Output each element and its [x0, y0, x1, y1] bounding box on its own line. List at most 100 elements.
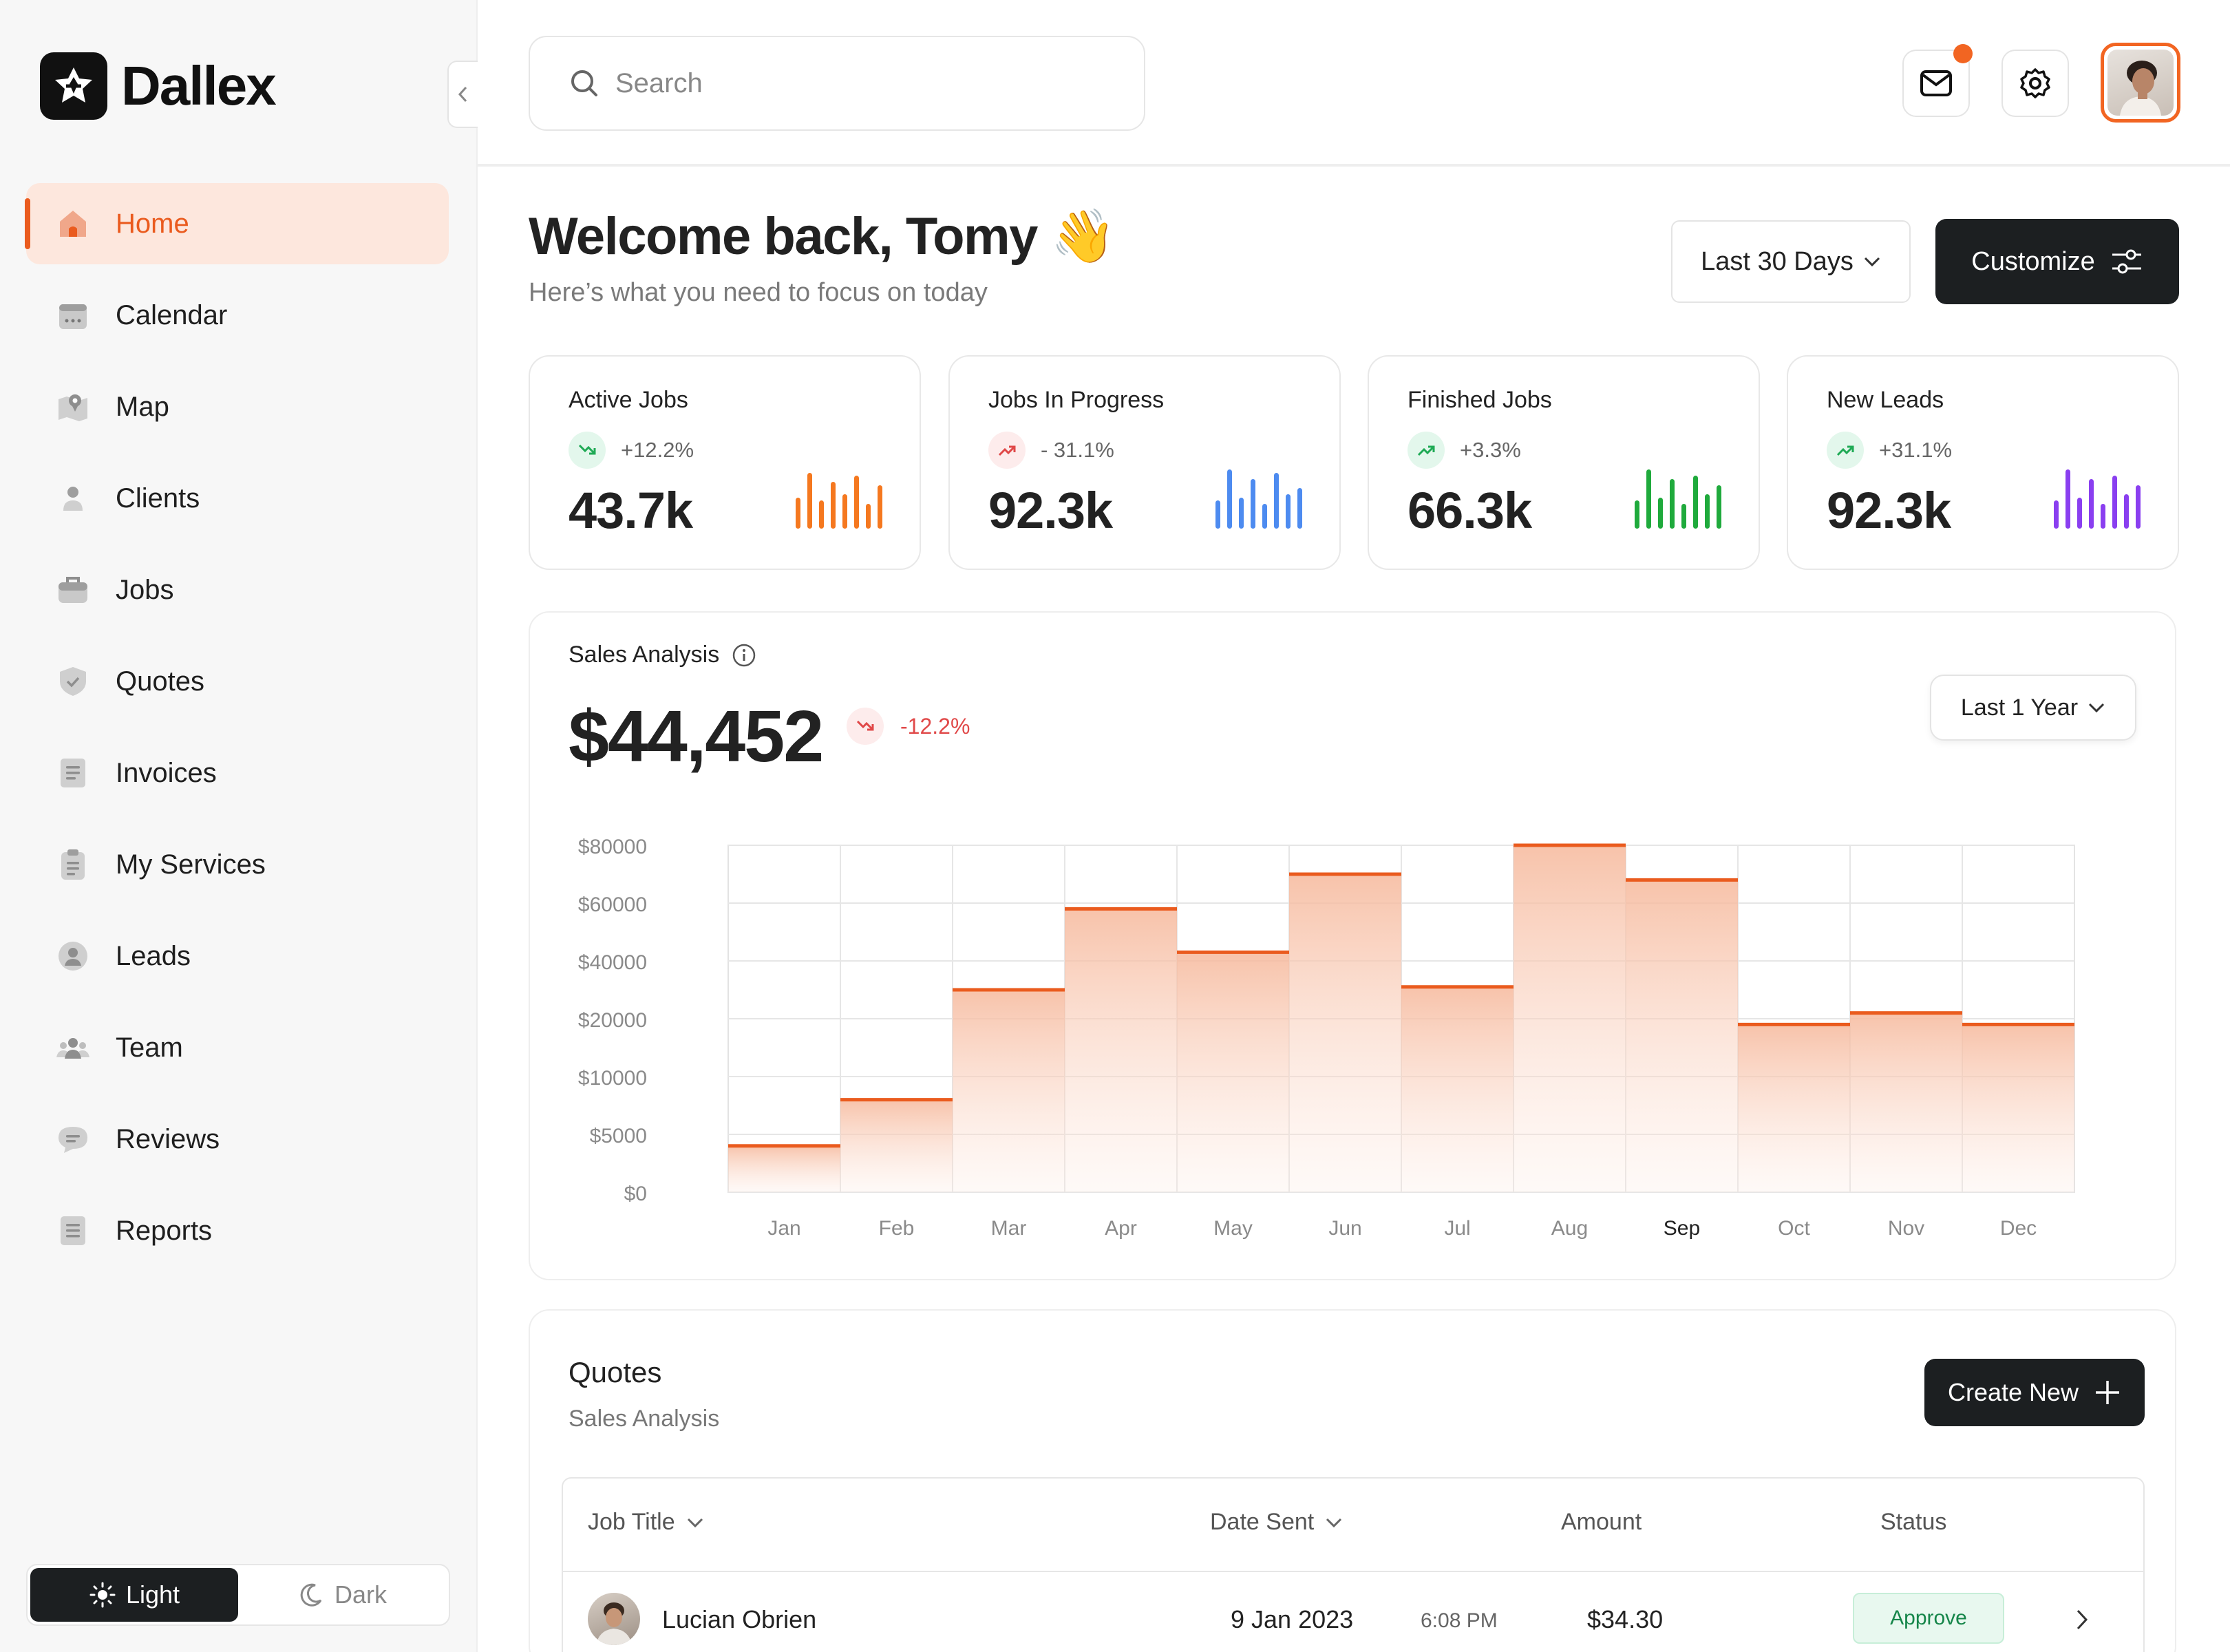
stat-mini-chart [1635, 467, 1721, 529]
mini-bar [1635, 500, 1639, 529]
mini-bar [878, 485, 882, 529]
stat-value: 92.3k [988, 482, 1113, 539]
quotes-card: Quotes Sales Analysis Create New Job Tit… [529, 1309, 2176, 1652]
sidebar-item-label: Reports [116, 1215, 213, 1246]
search-icon [571, 70, 597, 96]
area-step-jul [1401, 986, 1514, 1192]
column-amount: Amount [1561, 1509, 1642, 1536]
sales-range-select[interactable]: Last 1 Year [1930, 675, 2136, 741]
trend-up-icon [1827, 432, 1864, 469]
sidebar-item-clients[interactable]: Clients [26, 458, 449, 539]
plus-icon [2096, 1381, 2120, 1404]
sidebar-item-home[interactable]: Home [25, 183, 449, 264]
area-step-oct [1738, 1024, 1850, 1192]
y-tick-label: $80000 [578, 836, 647, 858]
stat-change-value: +12.2% [621, 438, 694, 462]
sidebar-item-label: Quotes [116, 666, 204, 697]
stat-card-active-jobs[interactable]: Active Jobs +12.2% 43.7k [529, 355, 921, 570]
report-icon [55, 1213, 91, 1249]
x-tick-label: Feb [879, 1217, 915, 1240]
sidebar-item-leads[interactable]: Leads [26, 915, 449, 997]
table-row[interactable]: Lucian Obrien 9 Jan 2023 6:08 PM $34.30 … [563, 1572, 2143, 1652]
sliders-icon [2112, 249, 2141, 274]
row-name: Lucian Obrien [662, 1605, 817, 1633]
chevron-down-icon [2089, 703, 2105, 713]
stat-change-value: - 31.1% [1041, 438, 1114, 462]
row-date: 9 Jan 2023 [1231, 1605, 1354, 1633]
mini-bar [1239, 498, 1244, 529]
info-icon[interactable] [732, 643, 756, 668]
stat-card-new-leads[interactable]: New Leads +31.1% 92.3k [1787, 355, 2179, 570]
date-range-select[interactable]: Last 30 Days [1671, 220, 1911, 303]
sidebar-item-reviews[interactable]: Reviews [26, 1099, 449, 1180]
topbar: Search [478, 0, 2230, 167]
sidebar-item-calendar[interactable]: Calendar [26, 275, 449, 356]
quotes-table: Job Title Date Sent Amount Status Lucian… [562, 1477, 2145, 1652]
theme-dark-button[interactable]: Dark [238, 1568, 446, 1622]
sidebar-item-reports[interactable]: Reports [26, 1190, 449, 1271]
area-step-dec [1962, 1024, 2074, 1192]
user-avatar-button[interactable] [2101, 43, 2180, 123]
create-new-button[interactable]: Create New [1924, 1359, 2145, 1426]
sidebar-item-jobs[interactable]: Jobs [26, 549, 449, 631]
sidebar-item-my-services[interactable]: My Services [26, 824, 449, 905]
row-amount: $34.30 [1587, 1605, 1664, 1633]
settings-button[interactable] [2001, 50, 2069, 117]
x-tick-label: May [1213, 1217, 1253, 1240]
x-tick-label: Sep [1664, 1217, 1700, 1240]
stat-card-jobs-in-progress[interactable]: Jobs In Progress - 31.1% 92.3k [948, 355, 1341, 570]
mini-bar [854, 476, 859, 529]
theme-light-button[interactable]: Light [30, 1568, 238, 1622]
stat-change-value: +3.3% [1460, 438, 1521, 462]
mail-button[interactable] [1902, 44, 1973, 117]
stat-mini-chart [1215, 467, 1302, 529]
mini-bar [2077, 498, 2082, 529]
collapse-sidebar-button[interactable] [447, 61, 478, 128]
column-date-sent[interactable]: Date Sent [1210, 1509, 1343, 1536]
app-name: Dallex [121, 55, 277, 116]
mini-bar [1646, 469, 1651, 529]
stat-change: - 31.1% [988, 432, 1301, 469]
mini-bar [2136, 485, 2141, 529]
column-label: Status [1880, 1509, 1947, 1535]
mini-bar [1286, 494, 1291, 529]
mini-bar [1251, 479, 1255, 529]
trend-up-icon [988, 432, 1026, 469]
customize-label: Customize [1971, 246, 2095, 276]
search-input[interactable]: Search [529, 36, 1145, 131]
area-step-mar [953, 990, 1065, 1192]
stat-value: 92.3k [1827, 482, 1951, 539]
column-job-title[interactable]: Job Title [588, 1509, 704, 1536]
x-tick-label: Mar [991, 1217, 1027, 1240]
sales-change: -12.2% [847, 708, 970, 745]
mini-bar [831, 482, 836, 529]
stat-card-finished-jobs[interactable]: Finished Jobs +3.3% 66.3k [1368, 355, 1760, 570]
gear-icon [2020, 68, 2050, 98]
sidebar-item-label: Home [116, 208, 189, 239]
page-subtitle: Here’s what you need to focus on today [529, 278, 988, 307]
stat-title: Active Jobs [569, 387, 688, 413]
sidebar-item-quotes[interactable]: Quotes [26, 641, 449, 722]
sidebar-item-invoices[interactable]: Invoices [26, 732, 449, 814]
chevron-right-icon[interactable] [2074, 1608, 2090, 1631]
sidebar-nav: Home Calendar Map Clients Jobs [25, 183, 449, 1282]
chevron-down-icon [1326, 1518, 1342, 1527]
stat-change: +12.2% [569, 432, 881, 469]
avatar [588, 1593, 640, 1645]
mini-bar [2124, 494, 2129, 529]
sun-icon [89, 1582, 116, 1608]
area-step-aug [1514, 845, 1626, 1192]
mini-bar [1681, 504, 1686, 529]
stat-title: Finished Jobs [1408, 387, 1552, 413]
clipboard-icon [55, 847, 91, 882]
sidebar-item-map[interactable]: Map [26, 366, 449, 447]
chevron-down-icon [1864, 257, 1880, 267]
sidebar-item-team[interactable]: Team [26, 1007, 449, 1088]
app-logo[interactable]: Dallex [40, 52, 277, 120]
stat-value: 66.3k [1408, 482, 1532, 539]
customize-button[interactable]: Customize [1935, 219, 2179, 304]
y-tick-label: $60000 [578, 893, 647, 916]
stat-title: New Leads [1827, 387, 1944, 413]
sidebar-item-label: Reviews [116, 1123, 220, 1154]
status-badge[interactable]: Approve [1853, 1593, 2004, 1644]
